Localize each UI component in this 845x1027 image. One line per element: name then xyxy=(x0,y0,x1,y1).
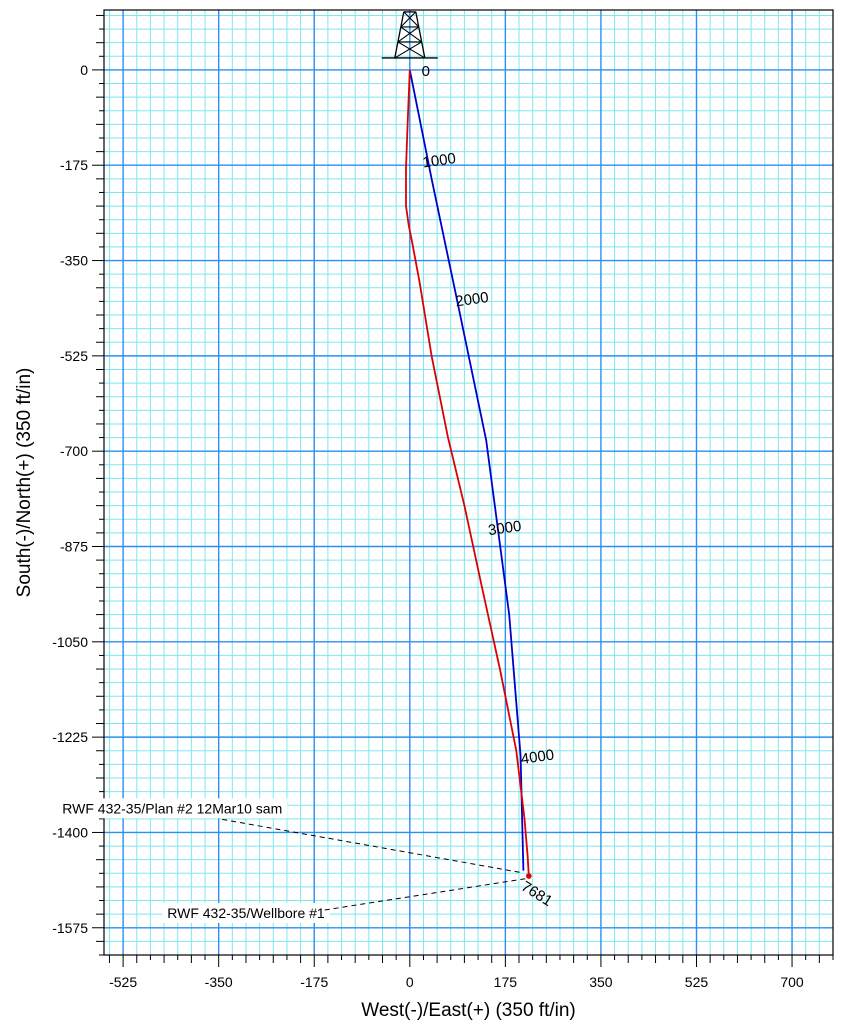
md-depth-label: 7681 xyxy=(518,878,555,910)
major-grid xyxy=(104,10,833,955)
wellbore-name-label: RWF 432-35/Wellbore #1 xyxy=(167,905,325,921)
rig-brace xyxy=(397,41,426,59)
y-tick-label: -1050 xyxy=(52,634,88,650)
rig-brace xyxy=(397,26,420,43)
md-depth-label: 2000 xyxy=(454,289,489,310)
x-tick-label: -175 xyxy=(300,974,328,990)
y-tick-label: -1575 xyxy=(52,920,88,936)
x-tick-label: 700 xyxy=(780,974,804,990)
wellbore-end-marker xyxy=(526,873,532,879)
series-layer xyxy=(405,69,532,879)
rig-icon: 0 xyxy=(381,11,438,80)
y-tick-label: 0 xyxy=(80,62,88,78)
y-tick-label: -1225 xyxy=(52,729,88,745)
md-depth-label: 4000 xyxy=(520,746,555,767)
label-background xyxy=(162,902,330,923)
x-tick-label: 350 xyxy=(589,974,613,990)
rig-leg xyxy=(415,11,426,59)
md-depth-label: 1000 xyxy=(421,150,456,171)
y-axis-title: South(-)/North(+) (350 ft/in) xyxy=(14,368,35,598)
rig-brace xyxy=(394,41,422,59)
x-tick-label: 525 xyxy=(685,974,709,990)
rig-brace xyxy=(400,11,417,28)
rig-brace xyxy=(400,26,422,43)
y-tick-label: -700 xyxy=(60,443,88,459)
y-tick-label: -175 xyxy=(60,157,88,173)
x-tick-label: 0 xyxy=(406,974,414,990)
wellbore-path-line xyxy=(405,69,530,877)
label-leader-line xyxy=(324,877,529,911)
y-tick-label: -875 xyxy=(60,538,88,554)
minor-grid xyxy=(104,10,834,956)
plan-path-line xyxy=(408,69,525,871)
rig-leg xyxy=(394,11,405,59)
x-tick-label: 175 xyxy=(494,974,518,990)
x-axis-title: West(-)/East(+) (350 ft/in) xyxy=(361,1000,576,1021)
x-tick-label: -525 xyxy=(109,974,137,990)
axis-ticks xyxy=(92,14,834,967)
rig-brace xyxy=(403,11,420,28)
x-tick-label: -350 xyxy=(205,974,233,990)
label-background xyxy=(57,798,288,819)
y-tick-label: -525 xyxy=(60,348,88,364)
plan-name-label: RWF 432-35/Plan #2 12Mar10 sam xyxy=(62,800,282,816)
label-layer: 1000 2000 3000 4000 7681 RWF 432-35/Plan #2 1… xyxy=(57,150,555,923)
tick-labels: 0 -175 -350 -525 -700 -875 -1050 -1225 -1400 -157… xyxy=(52,62,804,990)
rig-depth-label: 0 xyxy=(422,63,430,80)
plot-frame xyxy=(103,9,834,956)
y-tick-label: -350 xyxy=(60,253,88,269)
md-depth-label: 3000 xyxy=(487,518,522,539)
label-leader-line xyxy=(222,818,523,874)
y-tick-label: -1400 xyxy=(52,824,88,840)
